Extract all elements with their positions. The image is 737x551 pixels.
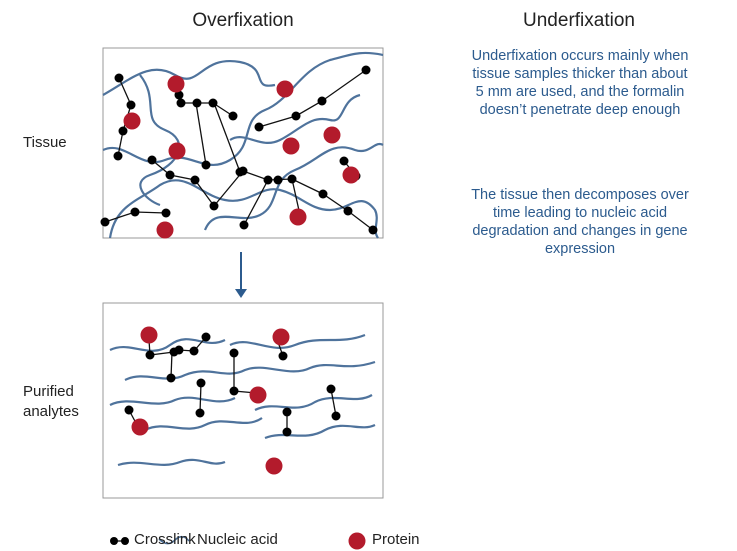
nucleic-acid xyxy=(144,417,263,432)
nucleic-acid xyxy=(117,458,226,467)
crosslink xyxy=(199,382,202,414)
column-title: Overfixation xyxy=(192,10,294,31)
crosslink-dots xyxy=(100,65,378,235)
nucleic-acid xyxy=(102,59,276,96)
crosslink xyxy=(258,69,367,128)
row-label: Tissue xyxy=(23,134,67,151)
nucleic-acid xyxy=(203,142,384,231)
row-label-line: analytes xyxy=(23,403,79,420)
nucleic-acid xyxy=(229,333,366,349)
description: Underfixation occurs mainly when tissue … xyxy=(471,48,689,118)
legend-crosslink-dot xyxy=(121,537,129,545)
legend-label: Nucleic acid xyxy=(197,531,278,548)
crosslink-dots xyxy=(124,332,341,437)
arrow-head xyxy=(235,289,247,298)
crosslink xyxy=(330,388,337,417)
legend-protein xyxy=(348,532,366,550)
proteins xyxy=(123,75,360,239)
nucleic-acid xyxy=(109,396,236,407)
legend-label: Protein xyxy=(372,531,420,548)
legend-label: Crosslink xyxy=(134,531,196,548)
legend-nucleic-acid xyxy=(158,535,190,545)
crosslink xyxy=(195,102,207,166)
row-label: Purified analytes xyxy=(23,382,79,422)
legend-crosslink-dot xyxy=(110,537,118,545)
tissue-box xyxy=(102,47,384,239)
row-label-line: Purified xyxy=(23,383,74,400)
nucleic-acid xyxy=(229,93,361,144)
column-title: Underfixation xyxy=(523,10,635,31)
proteins xyxy=(131,326,290,475)
crosslink xyxy=(243,179,269,226)
nucleic-acid xyxy=(264,423,376,440)
crosslink xyxy=(151,159,374,231)
nucleic-acid xyxy=(108,179,379,239)
crosslink xyxy=(213,102,241,173)
nucleic-acid xyxy=(109,338,226,352)
description: The tissue then decomposes over time lea… xyxy=(471,187,689,257)
nucleic-acid xyxy=(254,394,373,412)
